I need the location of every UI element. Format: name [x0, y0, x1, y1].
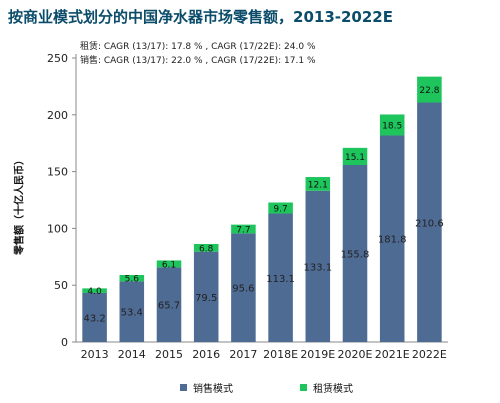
bar-segment-sales: [305, 190, 331, 342]
bar-segment-sales: [231, 233, 256, 342]
data-label-lease: 7.7: [236, 226, 250, 236]
data-label-sales: 79.5: [195, 293, 217, 304]
x-tick-label: 2022E: [412, 348, 447, 361]
bar-segment-sales: [156, 267, 182, 342]
data-label-sales: 43.2: [83, 313, 105, 324]
bar-segment-lease: [119, 274, 145, 282]
x-tick-label: 2016: [192, 348, 220, 361]
x-tick-label: 2017: [229, 348, 257, 361]
chart-axes: 0 50 100 150 200 250 2013 2014 2015 2016 2017 2018E…: [47, 52, 448, 361]
legend-label-lease: 租赁模式: [313, 384, 353, 395]
y-tick-label: 200: [47, 109, 68, 122]
bar-segment-sales: [82, 292, 107, 342]
bar-segment-sales: [379, 135, 405, 342]
bar-segment-sales: [193, 251, 219, 342]
y-tick-label: 100: [47, 222, 68, 235]
bar-segment-lease: [417, 76, 442, 103]
data-label-lease: 6.1: [162, 260, 176, 270]
bar-segment-lease: [305, 177, 331, 191]
bar-segment-lease: [231, 224, 256, 234]
data-label-sales: 181.8: [378, 235, 407, 246]
data-label-sales: 53.4: [121, 308, 143, 319]
annotation-sales-cagr: 销售: CAGR (13/17): 22.0 % , CAGR (17/22E)…: [80, 56, 316, 66]
legend-swatch-lease: [300, 384, 307, 391]
bar-segment-sales: [119, 281, 145, 342]
data-label-lease: 4.0: [87, 287, 102, 297]
x-tick-label: 2013: [81, 348, 109, 361]
chart-title: 按商业模式划分的中国净水器市场零售额，2013-2022E: [8, 8, 393, 26]
data-label-sales: 95.6: [232, 284, 254, 295]
legend-swatch-sales: [180, 384, 187, 391]
x-tick-label: 2020E: [338, 348, 373, 361]
x-tick-label: 2015: [155, 348, 183, 361]
bar-segment-lease: [268, 202, 293, 214]
bar-segment-lease: [156, 260, 182, 268]
data-label-lease: 9.7: [273, 205, 287, 215]
data-label-lease: 22.8: [419, 86, 439, 96]
annotation-lease-cagr: 租赁: CAGR (13/17): 17.8 % , CAGR (17/22E)…: [80, 42, 316, 52]
y-tick-label: 50: [54, 279, 68, 292]
x-tick-label: 2018E: [263, 348, 298, 361]
data-label-lease: 15.1: [345, 153, 365, 163]
x-tick-label: 2014: [118, 348, 146, 361]
data-label-sales: 210.6: [415, 218, 444, 229]
bar-segment-sales: [417, 102, 442, 343]
legend-item-sales: 销售模式: [180, 380, 233, 395]
bar-segment-lease: [82, 288, 107, 293]
cagr-annotations: 租赁: CAGR (13/17): 17.8 % , CAGR (17/22E)…: [80, 40, 316, 68]
data-label-lease: 18.5: [382, 121, 402, 131]
bar-segment-lease: [379, 114, 405, 136]
x-tick-label: 2019E: [300, 348, 335, 361]
data-label-lease: 12.1: [308, 180, 328, 190]
bar-segment-sales: [268, 213, 293, 342]
data-label-sales: 113.1: [266, 274, 295, 285]
data-label-lease: 5.6: [125, 275, 140, 285]
bar-segment-sales: [342, 165, 368, 342]
bar-segment-lease: [342, 147, 368, 166]
y-tick-label: 0: [61, 336, 68, 349]
y-tick-label: 250: [47, 52, 68, 65]
data-label-sales: 133.1: [303, 262, 332, 273]
y-tick-label: 150: [47, 166, 68, 179]
data-label-sales: 155.8: [341, 250, 370, 261]
x-tick-label: 2021E: [375, 348, 410, 361]
chart-data-labels: 43.2 4.0 53.4 5.6 65.7 6.1 79.5 6.8 95.6 7.7 113.1…: [83, 86, 443, 324]
legend-item-lease: 租赁模式: [300, 380, 353, 395]
bar-segment-lease: [193, 243, 219, 252]
chart-bars: [82, 76, 442, 343]
data-label-lease: 6.8: [199, 244, 214, 254]
legend-label-sales: 销售模式: [193, 384, 233, 395]
data-label-sales: 65.7: [158, 301, 180, 312]
